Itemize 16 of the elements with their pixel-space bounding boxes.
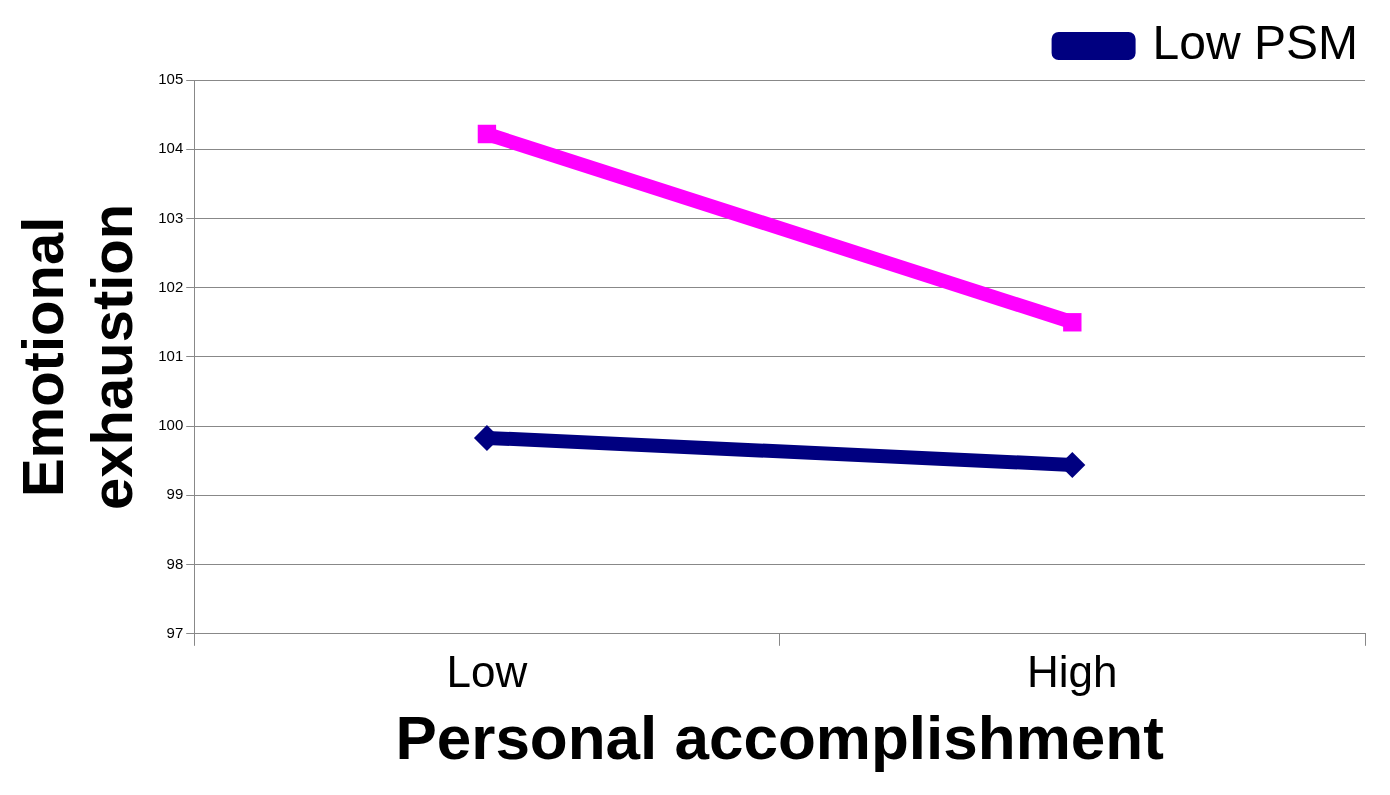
y-tick-label: 104 xyxy=(158,139,184,157)
y-tick-label: 99 xyxy=(166,485,184,503)
y-axis-title: Emotional exhaustion xyxy=(9,203,145,510)
y-tick-label: 102 xyxy=(158,277,184,295)
point xyxy=(477,124,497,144)
x-axis-title: Personal accomplishment xyxy=(395,702,1164,772)
point xyxy=(1063,313,1082,332)
y-tick-label: 97 xyxy=(166,623,184,641)
legend-label: Low PSM xyxy=(1152,16,1358,70)
y-tick-label: 101 xyxy=(158,347,184,365)
x-tick-label: Low xyxy=(446,647,528,697)
y-tick-label: 105 xyxy=(158,70,184,88)
x-tick-label: High xyxy=(1027,647,1118,697)
y-tick-label: 100 xyxy=(158,416,184,434)
y-tick-label: 98 xyxy=(166,554,184,572)
y-tick-label: 103 xyxy=(158,208,184,226)
